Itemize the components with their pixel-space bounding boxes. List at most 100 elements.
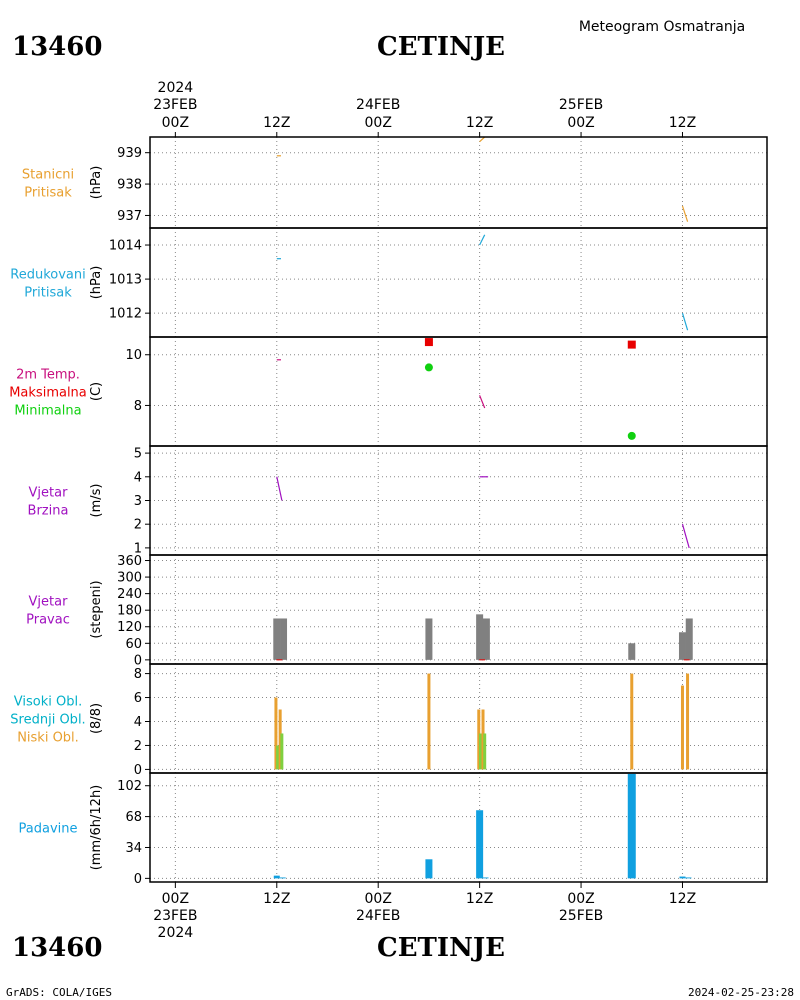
panel-label: Vjetar — [29, 595, 69, 610]
station-id-top: 13460 — [12, 32, 102, 62]
bar — [477, 709, 481, 770]
bar — [427, 673, 431, 770]
y-tick-label: 937 — [117, 209, 142, 224]
y-tick-label: 1012 — [109, 307, 142, 322]
bar — [280, 618, 288, 660]
panel-station_pressure: 937 938 939 (hPa) Stanicni Pritisak — [22, 136, 768, 229]
time-label-top: 12Z — [263, 115, 290, 131]
y-tick-label: 102 — [117, 779, 142, 794]
bar — [482, 877, 489, 879]
time-label-bottom: 12Z — [669, 891, 696, 907]
y-tick-label: 0 — [134, 653, 142, 668]
panel-clouds: 0 2 4 6 8 (8/8) Visoki Obl. Srednji Obl. Niski O… — [10, 663, 768, 778]
time-label-bottom: 00Z — [365, 891, 392, 907]
panel-frame — [149, 554, 768, 665]
panel-label: Maksimalna — [9, 386, 87, 401]
date-label-top: 24FEB — [356, 97, 400, 113]
date-label-bottom: 25FEB — [559, 908, 603, 924]
min-temp-marker — [424, 363, 433, 372]
max-temp-marker — [424, 338, 433, 347]
y-tick-label: 0 — [134, 763, 142, 778]
panel-wind_speed: 1 2 3 4 5 (m/s) Vjetar Brzina — [28, 445, 768, 556]
panel-label: Pritisak — [24, 186, 72, 201]
series-line — [479, 395, 486, 409]
bar — [276, 745, 280, 770]
bar — [425, 859, 433, 879]
bar — [279, 877, 286, 879]
panel-label: Padavine — [19, 822, 78, 837]
bar — [478, 733, 482, 770]
y-tick-label: 68 — [125, 810, 142, 825]
bar — [630, 673, 634, 770]
series-line — [681, 205, 689, 222]
date-label-bottom: 24FEB — [356, 908, 400, 924]
unit-label: (hPa) — [89, 166, 104, 200]
bar — [678, 632, 686, 660]
y-tick-label: 120 — [117, 620, 142, 635]
bar — [679, 876, 686, 879]
year-label-bottom: 2024 — [158, 925, 194, 941]
panel-label: Visoki Obl. — [14, 695, 82, 710]
panel-label: Niski Obl. — [17, 731, 79, 746]
date-label-top: 25FEB — [559, 97, 603, 113]
y-tick-label: 1 — [134, 541, 142, 556]
panel-precipitation: 0 34 68 102 (mm/6h/12h) Padavine — [19, 772, 768, 887]
time-label-top: 00Z — [162, 115, 189, 131]
time-label-bottom: 12Z — [466, 891, 493, 907]
date-label-bottom: 23FEB — [153, 908, 197, 924]
time-label-bottom: 00Z — [567, 891, 594, 907]
y-tick-label: 8 — [134, 667, 142, 682]
y-tick-label: 2 — [134, 518, 142, 533]
time-label-top: 12Z — [669, 115, 696, 131]
panel-label: Minimalna — [14, 404, 81, 419]
panel-label: Srednji Obl. — [10, 713, 85, 728]
y-tick-label: 939 — [117, 146, 142, 161]
unit-label: (hPa) — [89, 266, 104, 300]
station-id-bottom: 13460 — [12, 933, 102, 963]
y-tick-label: 2 — [134, 739, 142, 754]
series-line — [479, 136, 486, 143]
year-label-top: 2024 — [158, 80, 194, 96]
product-title: Meteogram Osmatranja — [579, 19, 745, 35]
y-tick-label: 300 — [117, 571, 142, 586]
time-label-bottom: 12Z — [263, 891, 290, 907]
panel-label: Redukovani — [10, 268, 85, 283]
bar — [274, 697, 278, 770]
bar — [482, 618, 490, 660]
unit-label: (stepeni) — [89, 580, 104, 638]
bar — [627, 773, 636, 879]
bar — [685, 618, 693, 660]
bar — [476, 810, 484, 879]
panel-temperature: 8 10 (C) 2m Temp. Maksimalna Minimalna — [9, 336, 768, 447]
y-tick-label: 6 — [134, 691, 142, 706]
bar — [273, 875, 280, 879]
y-tick-label: 10 — [125, 348, 142, 363]
panel-frame — [149, 227, 768, 338]
y-tick-label: 34 — [125, 841, 142, 856]
panel-frame — [149, 336, 768, 447]
y-tick-label: 4 — [134, 470, 142, 485]
panel-frame — [149, 772, 768, 883]
panel-label: 2m Temp. — [16, 368, 80, 383]
bar — [278, 709, 282, 770]
panel-frame — [149, 663, 768, 774]
chart-panels: 937938939(hPa)StanicniPritisak1012101310… — [9, 136, 768, 887]
y-tick-label: 0 — [134, 872, 142, 887]
series-line — [681, 524, 690, 549]
bar — [686, 673, 690, 770]
y-tick-label: 938 — [117, 178, 142, 193]
station-name-bottom: CETINJE — [377, 933, 505, 963]
unit-label: (C) — [89, 382, 104, 401]
y-tick-label: 8 — [134, 399, 142, 414]
series-line — [681, 313, 689, 331]
panel-frame — [149, 136, 768, 229]
panel-label: Pravac — [26, 613, 70, 628]
series-line — [479, 234, 486, 246]
y-tick-label: 60 — [125, 637, 142, 652]
time-label-top: 00Z — [365, 115, 392, 131]
min-temp-marker — [627, 431, 636, 440]
